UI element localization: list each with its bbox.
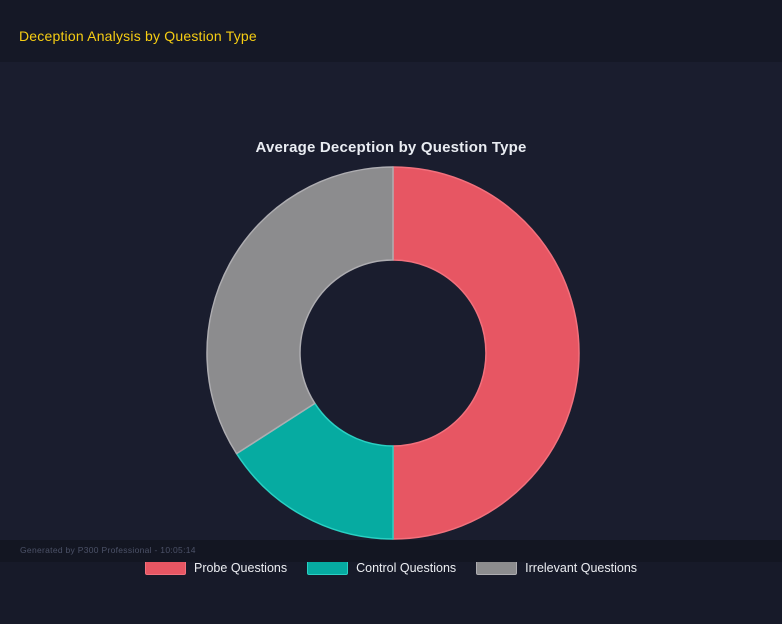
donut-segment-irrelevant-questions[interactable] [206, 166, 394, 455]
legend-item-irrelevant-questions[interactable]: Irrelevant Questions [476, 560, 637, 575]
chart-legend: Probe Questions Control Questions Irreleva… [0, 560, 782, 575]
donut-segment-control-questions[interactable] [235, 402, 394, 540]
page-title: Deception Analysis by Question Type [19, 28, 257, 44]
footer-text: Generated by P300 Professional - 10:05:1… [20, 545, 196, 555]
legend-swatch-probe-questions [144, 560, 186, 575]
legend-label: Control Questions [356, 560, 457, 575]
legend-label: Irrelevant Questions [525, 560, 638, 575]
donut-segment-probe-questions[interactable] [392, 166, 580, 540]
chart-panel: Average Deception by Question Type Probe… [0, 62, 782, 575]
footer-bar: Generated by P300 Professional - 10:05:1… [0, 540, 782, 562]
donut-chart [206, 166, 580, 540]
header-bar: Deception Analysis by Question Type [0, 0, 782, 62]
legend-item-probe-questions[interactable]: Probe Questions [144, 560, 288, 575]
chart-title: Average Deception by Question Type [255, 139, 527, 156]
legend-swatch-control-questions [307, 560, 349, 575]
legend-swatch-irrelevant-questions [476, 560, 518, 575]
legend-item-control-questions[interactable]: Control Questions [307, 560, 456, 575]
legend-label: Probe Questions [193, 560, 288, 575]
